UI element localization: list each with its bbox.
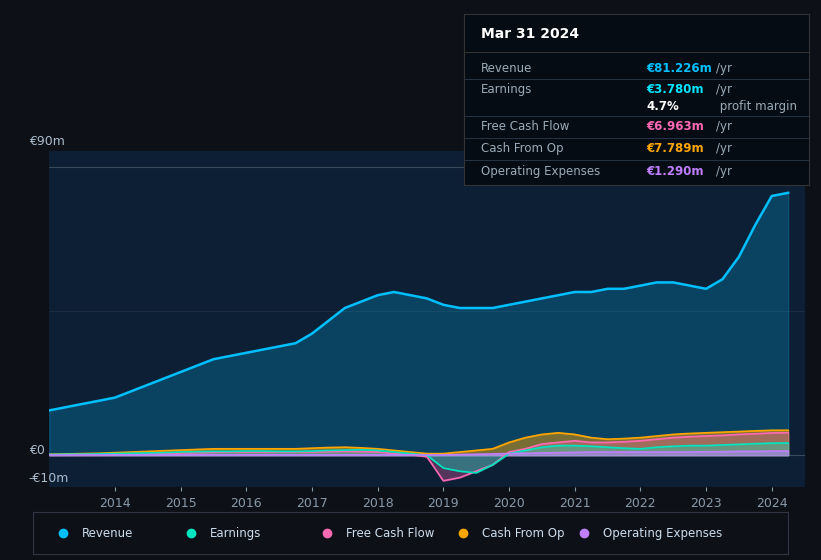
Text: /yr: /yr: [716, 165, 732, 178]
Text: Free Cash Flow: Free Cash Flow: [481, 120, 570, 133]
Text: /yr: /yr: [716, 142, 732, 156]
Text: 4.7%: 4.7%: [647, 100, 679, 113]
Text: €7.789m: €7.789m: [647, 142, 704, 156]
Text: €1.290m: €1.290m: [647, 165, 704, 178]
Text: Cash From Op: Cash From Op: [482, 527, 565, 540]
Text: Revenue: Revenue: [481, 62, 533, 75]
Text: Earnings: Earnings: [481, 83, 533, 96]
Text: €3.780m: €3.780m: [647, 83, 704, 96]
Text: Mar 31 2024: Mar 31 2024: [481, 27, 580, 41]
Text: Cash From Op: Cash From Op: [481, 142, 563, 156]
Text: Earnings: Earnings: [210, 527, 262, 540]
Text: €90m: €90m: [29, 134, 65, 148]
Text: Free Cash Flow: Free Cash Flow: [346, 527, 434, 540]
Text: /yr: /yr: [716, 83, 732, 96]
Text: /yr: /yr: [716, 62, 732, 75]
Text: -€10m: -€10m: [29, 472, 69, 486]
Text: profit margin: profit margin: [716, 100, 796, 113]
Text: €81.226m: €81.226m: [647, 62, 713, 75]
Text: /yr: /yr: [716, 120, 732, 133]
Text: €6.963m: €6.963m: [647, 120, 704, 133]
Text: €0: €0: [29, 444, 44, 458]
Text: Operating Expenses: Operating Expenses: [481, 165, 600, 178]
Text: Operating Expenses: Operating Expenses: [603, 527, 722, 540]
Text: Revenue: Revenue: [82, 527, 133, 540]
